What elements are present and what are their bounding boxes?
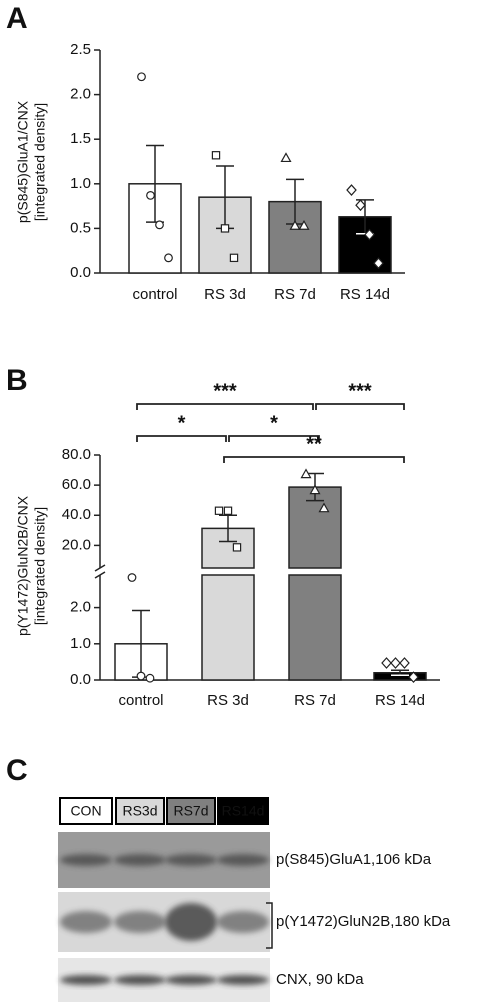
- panel-label: C: [6, 754, 28, 787]
- blot-band: [217, 911, 269, 933]
- y-tick-label: 0.5: [70, 219, 91, 236]
- x-tick-label: RS 14d: [340, 286, 390, 303]
- y-tick-label: 1.0: [70, 635, 91, 652]
- bar: [268, 200, 322, 274]
- x-tick-label: RS 3d: [204, 286, 246, 303]
- significance-bracket: [228, 435, 320, 442]
- data-point: [346, 184, 357, 196]
- data-point: [355, 199, 366, 212]
- data-point: [164, 253, 173, 263]
- y-axis-label: p(Y1472)GluN2B/CNX: [15, 495, 31, 636]
- data-point: [373, 257, 384, 270]
- significance-bracket: [136, 435, 227, 442]
- y-tick-label: 60.0: [62, 476, 91, 493]
- y-tick-label: 2.0: [70, 86, 91, 103]
- x-tick-label: RS 7d: [294, 692, 336, 709]
- lane-label: CON: [70, 803, 101, 819]
- x-tick-label: control: [132, 286, 177, 303]
- data-point: [318, 502, 330, 513]
- data-point: [223, 506, 233, 515]
- data-point: [408, 671, 419, 684]
- data-point: [211, 151, 221, 160]
- y-tick-label: 80.0: [62, 446, 91, 463]
- y-tick-label: 0.0: [70, 264, 91, 281]
- significance-bracket: [136, 403, 314, 410]
- lane-label: RS3d: [122, 803, 157, 819]
- data-point: [232, 543, 242, 552]
- data-point: [280, 152, 292, 163]
- panel-label: B: [6, 364, 28, 397]
- data-point: [229, 253, 239, 263]
- y-tick-label: 1.0: [70, 175, 91, 192]
- blot-band: [114, 854, 166, 866]
- y-tick-label: 20.0: [62, 536, 91, 553]
- bar: [288, 574, 342, 681]
- y-tick-label: 2.0: [70, 599, 91, 616]
- band-label: p(S845)GluA1,106 kDa: [276, 851, 432, 868]
- y-tick-label: 0.0: [70, 671, 91, 688]
- data-point: [220, 224, 230, 233]
- data-point: [399, 657, 410, 669]
- data-point: [289, 220, 301, 230]
- y-tick-label: 40.0: [62, 506, 91, 523]
- y-axis-label: [integrated density]: [32, 507, 48, 625]
- y-tick-label: 1.5: [70, 130, 91, 147]
- axis-break: [94, 564, 106, 572]
- bar: [201, 574, 255, 681]
- blot-band: [60, 975, 112, 985]
- blot-band: [165, 854, 217, 866]
- blot-band: [217, 975, 269, 985]
- lane-box: [59, 797, 113, 825]
- data-point: [298, 220, 310, 230]
- panel-label: A: [6, 2, 28, 35]
- y-tick-label: 2.5: [70, 41, 91, 58]
- significance-label: ***: [348, 380, 372, 402]
- significance-label: *: [178, 412, 186, 434]
- data-point: [364, 228, 375, 241]
- blot-band: [165, 975, 217, 985]
- data-point: [127, 573, 137, 582]
- y-axis-label: [integrated density]: [32, 103, 48, 221]
- blot-band: [165, 903, 217, 941]
- blot-band: [60, 911, 112, 933]
- data-point: [300, 468, 312, 479]
- x-tick-label: RS 7d: [274, 286, 316, 303]
- band-bracket: [266, 902, 273, 949]
- x-tick-label: RS 14d: [375, 692, 425, 709]
- axis-break: [94, 571, 106, 579]
- lane-box: [166, 797, 216, 825]
- data-point: [136, 671, 146, 681]
- data-point: [137, 72, 146, 82]
- data-point: [214, 506, 224, 515]
- band-label: CNX, 90 kDa: [276, 971, 364, 988]
- data-point: [145, 673, 155, 683]
- significance-label: *: [270, 412, 278, 434]
- data-point: [309, 484, 321, 495]
- blot-band: [217, 854, 269, 866]
- significance-bracket: [315, 403, 405, 410]
- blot-band: [114, 975, 166, 985]
- lane-label: RS14d: [222, 803, 265, 819]
- significance-label: ***: [213, 380, 237, 402]
- x-tick-label: RS 3d: [207, 692, 249, 709]
- y-axis-label: p(S845)GluA1/CNX: [15, 100, 31, 223]
- lane-box: [115, 797, 165, 825]
- data-point: [155, 220, 164, 230]
- significance-label: **: [306, 433, 322, 455]
- data-point: [381, 657, 392, 669]
- data-point: [390, 657, 401, 669]
- band-label: p(Y1472)GluN2B,180 kDa: [276, 913, 451, 930]
- data-point: [146, 190, 155, 200]
- blot-band: [60, 854, 112, 866]
- blot-band: [114, 911, 166, 933]
- lane-label: RS7d: [173, 803, 208, 819]
- lane-box: [217, 797, 269, 825]
- x-tick-label: control: [118, 692, 163, 709]
- significance-bracket: [223, 456, 405, 463]
